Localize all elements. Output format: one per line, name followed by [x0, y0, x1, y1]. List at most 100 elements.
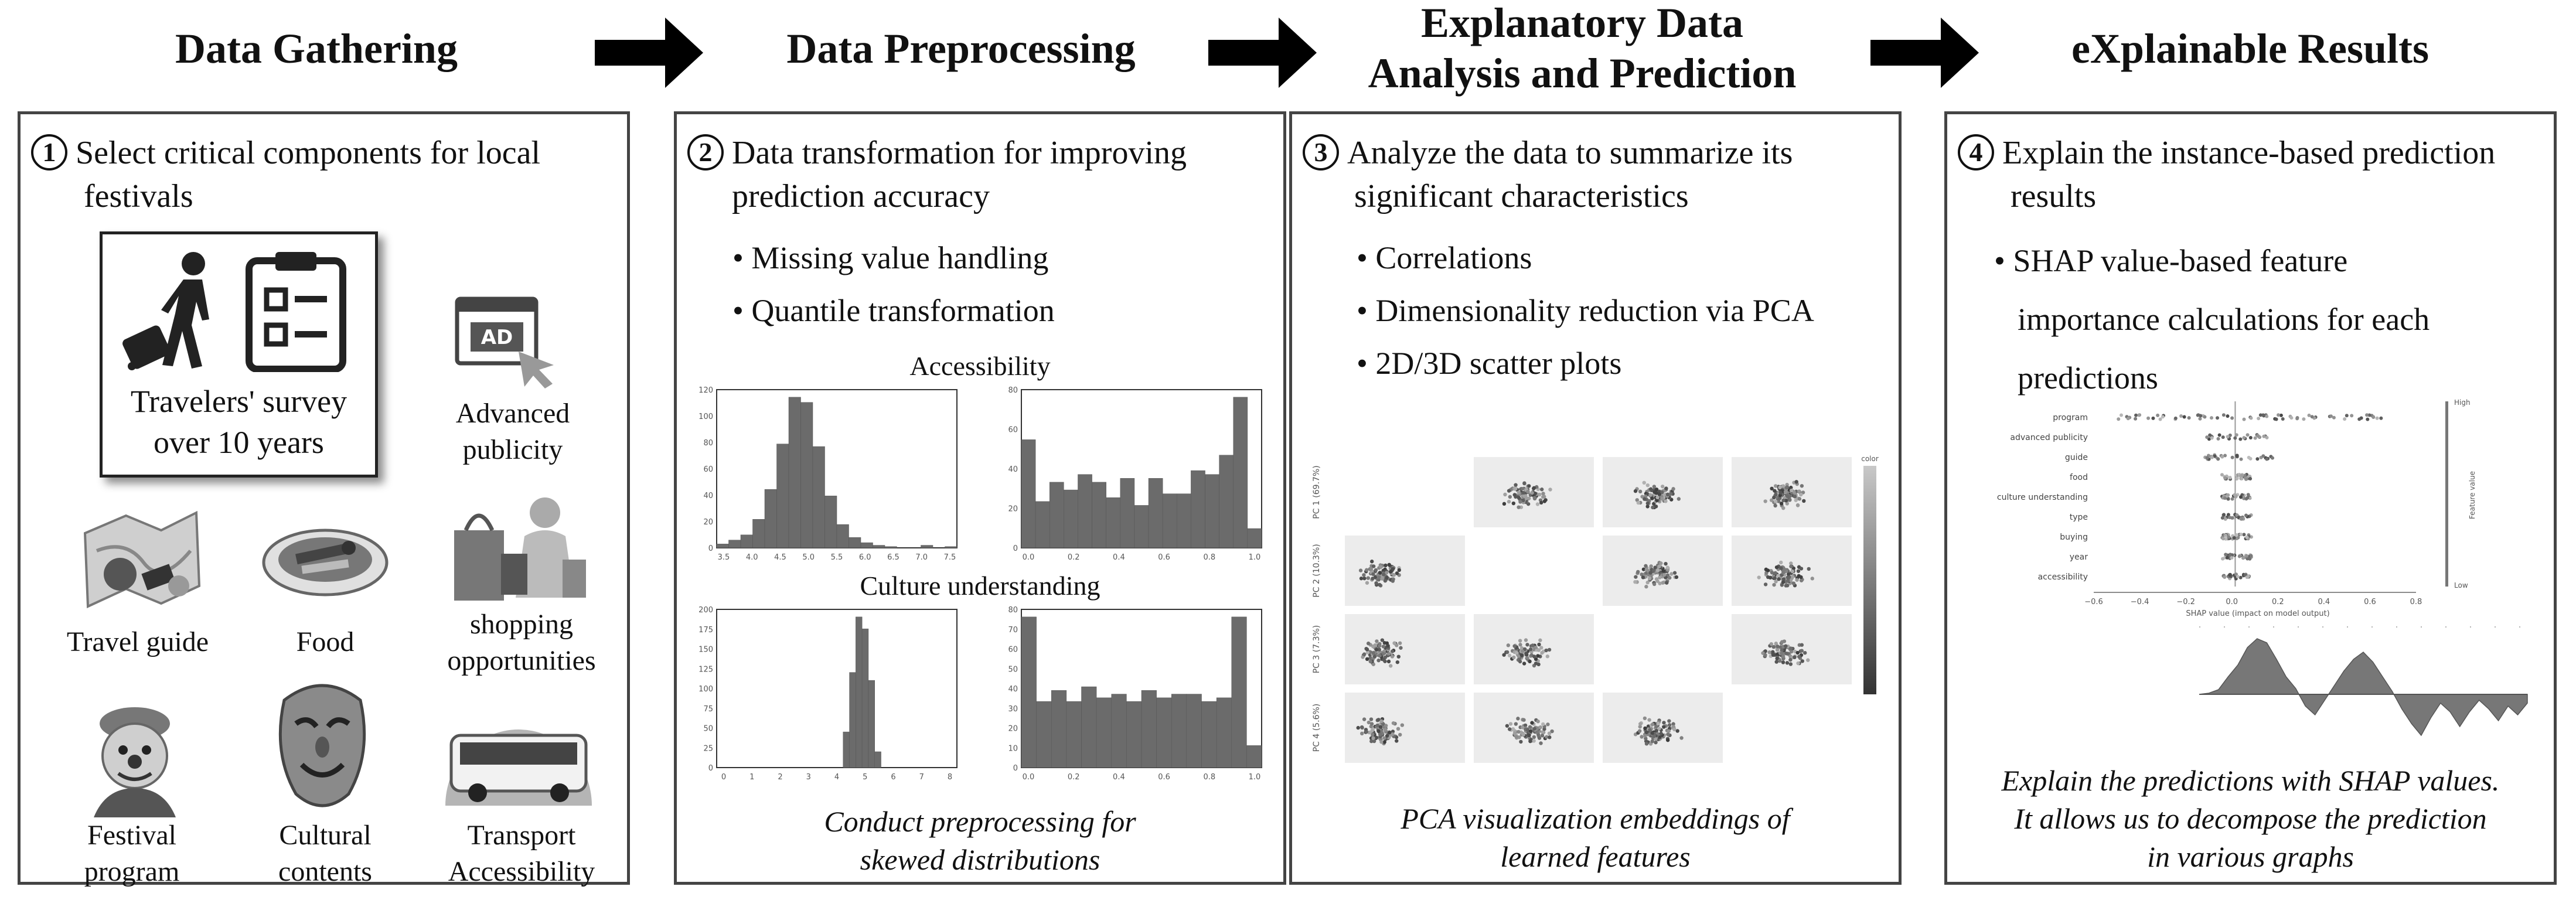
pca-point: [1649, 564, 1653, 568]
pca-point: [1797, 654, 1801, 659]
hist-xtick: 1.0: [1249, 773, 1261, 782]
pca-point: [1778, 490, 1783, 495]
shap-point: [2245, 575, 2249, 579]
pca-point: [1385, 575, 1389, 579]
pca-point: [1521, 725, 1525, 729]
shap-point: [2146, 416, 2151, 420]
pca-point: [1672, 727, 1677, 732]
pca-point: [1661, 581, 1665, 585]
pca-point: [1525, 656, 1529, 660]
pca-point: [1390, 649, 1395, 653]
hist-xtick: 0.8: [1203, 553, 1215, 562]
pca-point: [1373, 643, 1378, 647]
pca-point: [1784, 652, 1788, 656]
shap-point: [2310, 415, 2314, 419]
hist-bar: [1021, 439, 1036, 548]
hist-xtick: 0.6: [1158, 773, 1170, 782]
pca-point: [1783, 489, 1788, 494]
shap-point: [2238, 437, 2243, 441]
pca-point: [1382, 736, 1386, 740]
pca-point: [1664, 561, 1668, 566]
shap-point: [2217, 433, 2221, 437]
pca-point: [1369, 739, 1374, 744]
hist-bar: [1120, 478, 1135, 548]
pca-point: [1788, 646, 1793, 650]
hist-ytick: 25: [703, 744, 713, 753]
pca-point: [1521, 732, 1526, 737]
shap-point: [2119, 413, 2123, 417]
caption-line3: in various graphs: [2147, 840, 2354, 873]
hist-title-culture: Culture understanding: [860, 571, 1100, 601]
pca-point: [1369, 722, 1374, 726]
pca-point: [1365, 650, 1370, 654]
caption-line1: PCA visualization embeddings of: [1401, 802, 1790, 835]
pca-point: [1381, 645, 1386, 649]
hist-bar: [873, 545, 885, 548]
item-cultural-line2: contents: [278, 856, 372, 888]
shap-point: [2281, 417, 2285, 421]
pca-point: [1780, 651, 1784, 656]
pca-point: [1781, 498, 1786, 503]
shap-point: [2223, 575, 2227, 579]
pca-point: [1650, 731, 1654, 735]
pca-point: [1793, 495, 1797, 499]
pca-point: [1396, 727, 1401, 731]
shap-point: [2126, 417, 2130, 421]
shap-point: [2329, 414, 2333, 418]
survey-label-line1: Travelers' survey: [130, 384, 347, 419]
hist-bar: [1177, 493, 1191, 548]
pca-point: [1643, 716, 1647, 721]
pca-point: [1512, 731, 1517, 735]
pca-point: [1530, 721, 1534, 725]
pca-point: [1655, 495, 1660, 500]
shap-point: [2151, 416, 2155, 420]
pca-point: [1521, 498, 1525, 503]
pca-point: [1540, 651, 1544, 655]
item-shopping-line1: shopping: [469, 609, 573, 640]
shap-xlabel: SHAP value (impact on model output): [2186, 609, 2329, 618]
pca-point: [1548, 488, 1552, 492]
pca-point: [1528, 725, 1532, 729]
pca-point: [1514, 483, 1518, 487]
hist-bar: [1201, 701, 1217, 768]
shap-point: [2256, 434, 2260, 438]
pca-point: [1360, 731, 1364, 736]
pca-point: [1517, 654, 1521, 658]
pca-point: [1386, 652, 1391, 656]
pca-point: [1771, 645, 1776, 649]
pca-point: [1387, 562, 1391, 567]
pca-point: [1536, 648, 1541, 652]
item-advanced-publicity: Advanced publicity: [425, 396, 601, 469]
hist-bar: [1231, 616, 1247, 768]
item-cultural-contents: Cultural contents: [246, 817, 404, 891]
panel-analysis: 3 Analyze the data to summarize its signi…: [1289, 111, 1902, 885]
shap-point: [2249, 416, 2253, 420]
pca-point: [1806, 658, 1810, 662]
bullet-shap: • SHAP value-based feature importance ca…: [1994, 231, 2430, 407]
shap-point: [2379, 416, 2383, 420]
shap-point: [2222, 513, 2226, 517]
shap-feature-label: accessibility: [2038, 572, 2088, 582]
shap-point: [2179, 414, 2183, 418]
pca-point: [1649, 487, 1653, 491]
pca-point: [1358, 568, 1363, 572]
survey-label-line2: over 10 years: [154, 425, 324, 461]
hist-xtick: 0.8: [1203, 773, 1215, 782]
cultural-mask-icon: [278, 684, 366, 807]
pca-point: [1517, 729, 1521, 734]
pca-point: [1366, 576, 1370, 580]
shap-point: [2226, 497, 2230, 501]
shap-point: [2345, 414, 2349, 418]
pca-point: [1773, 499, 1778, 503]
pca-point: [1365, 581, 1369, 585]
shap-point: [2216, 416, 2220, 420]
hist-ytick: 40: [1008, 685, 1018, 694]
shap-point: [2295, 415, 2299, 420]
hist-xtick: 0.2: [1068, 773, 1080, 782]
hist-ytick: 60: [1008, 646, 1018, 654]
hist-ytick: 60: [1008, 426, 1018, 435]
pca-point: [1797, 489, 1801, 493]
hist-ytick: 150: [698, 646, 713, 654]
pca-point: [1654, 491, 1658, 495]
pca-point: [1378, 571, 1382, 575]
